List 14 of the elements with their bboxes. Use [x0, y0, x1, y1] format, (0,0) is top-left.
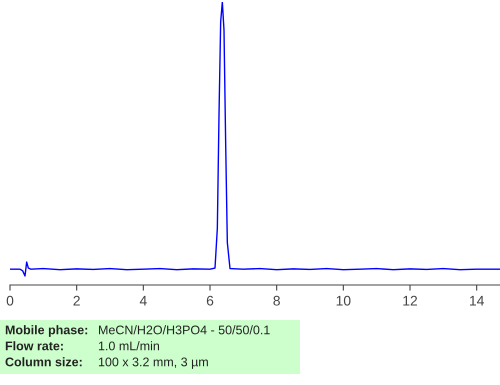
x-tick-label: 0: [6, 296, 14, 306]
x-tick-label: 2: [74, 296, 80, 306]
text: 1.0 mL/min: [98, 341, 160, 350]
x-tick-label: 10: [336, 296, 351, 306]
x-tick-label: 4: [140, 296, 147, 306]
x-tick-label: 8: [273, 296, 280, 306]
x-tick-label: 6: [206, 296, 214, 306]
text: 100 x 3.2 mm, 3 µm: [98, 358, 208, 369]
text: MeCN/H2O/H3PO4 - 50/50/0.1: [99, 325, 270, 334]
x-tick-label: 14: [470, 296, 484, 306]
text: Flow rate:: [6, 341, 63, 350]
x-tick-label: 12: [403, 296, 418, 306]
text: Mobile phase:: [6, 325, 88, 337]
text: Column size:: [6, 357, 82, 366]
